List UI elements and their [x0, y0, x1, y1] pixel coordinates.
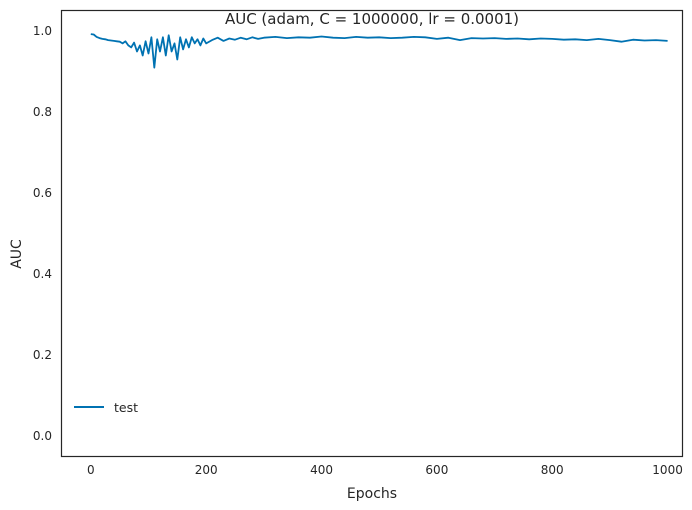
plot-frame: [60, 9, 684, 458]
x-tick-label: 600: [425, 463, 448, 477]
legend-label-test: test: [114, 400, 138, 415]
plot-area: [90, 33, 668, 69]
x-tick-label: 200: [195, 463, 218, 477]
y-tick-label: 1.0: [33, 24, 52, 38]
y-axis-ticks: 0.0 0.2 0.4 0.6 0.8 1.0: [33, 24, 52, 443]
y-tick-label: 0.0: [33, 429, 52, 443]
y-tick-label: 0.6: [33, 186, 52, 200]
y-tick-label: 0.8: [33, 105, 52, 119]
x-axis-ticks: 0 200 400 600 800 1000: [87, 463, 683, 477]
y-tick-label: 0.4: [33, 267, 52, 281]
y-tick-label: 0.2: [33, 348, 52, 362]
x-tick-label: 800: [541, 463, 564, 477]
series-line-test: [90, 33, 668, 69]
x-axis-label: Epochs: [347, 486, 397, 502]
x-tick-label: 0: [87, 463, 95, 477]
x-tick-label: 400: [310, 463, 333, 477]
legend: test: [67, 395, 153, 423]
y-axis-label: AUC: [9, 239, 25, 269]
legend-box: [67, 395, 153, 423]
chart-title: AUC (adam, C = 1000000, lr = 0.0001): [225, 10, 519, 28]
x-tick-label: 1000: [652, 463, 683, 477]
